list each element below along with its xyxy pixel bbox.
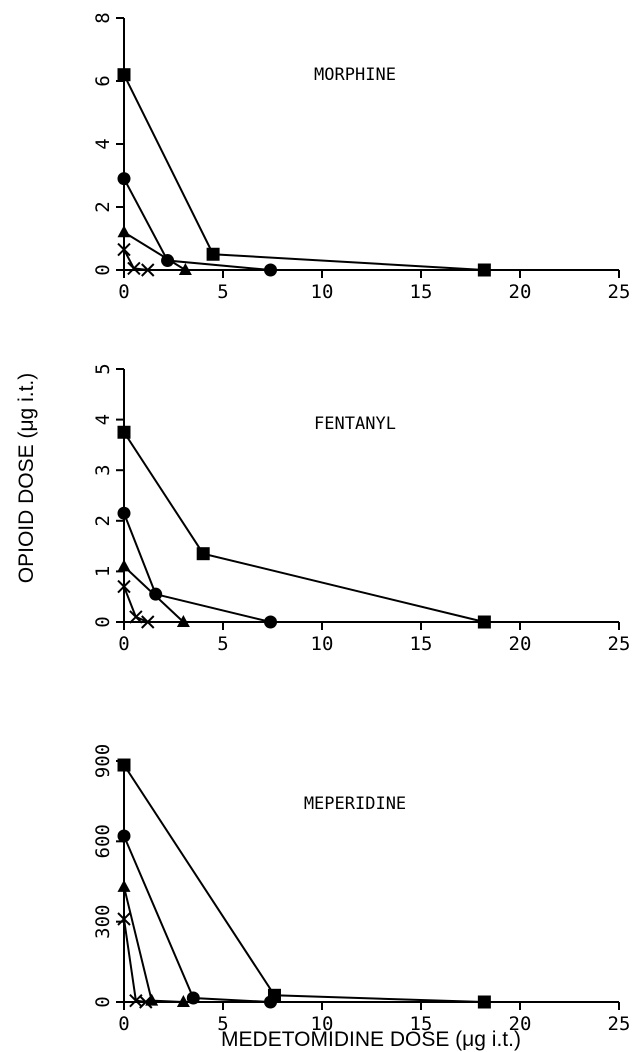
y-axis-title: OPIOID DOSE (μg i.t.) — [15, 373, 38, 583]
panel-title: MEPERIDINE — [304, 794, 406, 814]
data-point-cross-p2-s3-0 — [117, 912, 131, 926]
chart-panel-fentanyl: 0 5 10 15 20 25 0 1 2 3 4 5 FENTANYL — [92, 363, 630, 655]
data-point-cross-p2-s3-2 — [139, 995, 153, 1009]
x-tick-label: 5 — [217, 281, 228, 303]
data-point-cross-p0-s3-2 — [141, 263, 155, 277]
series-line-square — [123, 74, 485, 271]
data-point-triangle-p0-s2-0 — [117, 225, 131, 238]
data-point-square-p1-s0-1 — [196, 547, 210, 561]
data-point-square-p0-s0-0 — [117, 68, 131, 82]
x-tick-label: 15 — [410, 633, 433, 655]
x-tick-label: 0 — [118, 1013, 129, 1035]
panel-title: MORPHINE — [314, 65, 396, 85]
data-point-square-p1-s0-0 — [117, 425, 131, 439]
data-point-triangle-p0-s2-1 — [178, 263, 192, 275]
data-point-circle-p2-s1-2 — [264, 995, 278, 1009]
y-tick-label: 600 — [92, 824, 114, 858]
chart-panel-meperidine: 0 5 10 15 20 25 0 300 600 900 MEPERIDINE — [92, 744, 630, 1035]
panel-title: FENTANYL — [314, 414, 396, 434]
y-tick-label: 2 — [92, 201, 114, 212]
y-tick-label: 300 — [92, 905, 114, 939]
x-tick-label: 25 — [608, 281, 631, 303]
data-point-square-p1-s0-2 — [477, 615, 491, 629]
data-point-circle-p1-s1-0 — [117, 506, 131, 520]
y-tick-label: 2 — [92, 515, 114, 526]
x-tick-label: 20 — [509, 1013, 532, 1035]
x-tick-label: 5 — [217, 1013, 228, 1035]
x-tick-label: 5 — [217, 633, 228, 655]
series-line-triangle — [123, 565, 185, 623]
series-line-square — [123, 431, 485, 623]
data-point-cross-p1-s3-2 — [141, 615, 155, 629]
data-point-triangle-p2-s2-2 — [176, 995, 190, 1007]
y-tick-label: 1 — [92, 566, 114, 577]
data-point-triangle-p2-s2-1 — [145, 993, 159, 1006]
chart-panel-morphine: 0 5 10 15 20 25 0 2 4 6 8 MORPHINE — [92, 12, 630, 303]
data-point-cross-p0-s3-1 — [127, 261, 141, 276]
y-tick-label: 8 — [92, 12, 114, 23]
data-point-square-p0-s0-2 — [477, 263, 491, 277]
x-tick-label: 15 — [410, 281, 433, 303]
data-point-triangle-p1-s2-0 — [117, 559, 131, 572]
series-line-circle — [123, 512, 271, 623]
x-tick-label: 0 — [118, 633, 129, 655]
data-point-cross-p0-s3-0 — [117, 242, 131, 257]
x-axis-title: MEDETOMIDINE DOSE (μg i.t.) — [221, 1028, 521, 1051]
x-tick-label: 0 — [118, 281, 129, 303]
x-tick-label: 10 — [311, 633, 334, 655]
data-point-triangle-p1-s2-1 — [176, 615, 190, 627]
data-point-square-p2-s0-0 — [117, 758, 131, 772]
x-tick-label: 25 — [608, 633, 631, 655]
x-tick-label: 25 — [608, 1013, 631, 1035]
data-point-circle-p1-s1-1 — [149, 587, 163, 601]
data-point-square-p2-s0-2 — [477, 995, 491, 1009]
x-tick-label: 10 — [311, 1013, 334, 1035]
data-point-circle-p2-s1-1 — [186, 991, 200, 1005]
data-point-triangle-p2-s2-0 — [117, 879, 131, 892]
y-tick-label: 6 — [92, 75, 114, 86]
y-tick-label: 3 — [92, 464, 114, 475]
y-tick-label: 5 — [92, 363, 114, 374]
x-tick-label: 10 — [311, 281, 334, 303]
x-tick-label: 20 — [509, 633, 532, 655]
data-point-circle-p1-s1-2 — [264, 615, 278, 629]
data-point-circle-p0-s1-2 — [264, 263, 278, 277]
chart-panels: 0 5 10 15 20 25 0 2 4 6 8 MORPHINE 0 5 10 15 20 25 0 1 2 3 4 5 F… — [92, 12, 630, 1035]
data-point-square-p0-s0-1 — [206, 247, 220, 261]
data-point-circle-p0-s1-0 — [117, 172, 131, 186]
x-tick-label: 15 — [410, 1013, 433, 1035]
y-tick-label: 4 — [92, 138, 114, 149]
data-point-cross-p1-s3-1 — [129, 610, 143, 624]
y-tick-label: 4 — [92, 414, 114, 425]
y-tick-label: 0 — [92, 996, 114, 1007]
y-tick-label: 900 — [92, 744, 114, 778]
x-tick-label: 20 — [509, 281, 532, 303]
series-line-triangle — [123, 231, 186, 271]
data-point-cross-p1-s3-0 — [117, 579, 131, 594]
y-tick-label: 0 — [92, 264, 114, 275]
data-point-circle-p2-s1-0 — [117, 829, 131, 843]
y-tick-label: 0 — [92, 616, 114, 627]
